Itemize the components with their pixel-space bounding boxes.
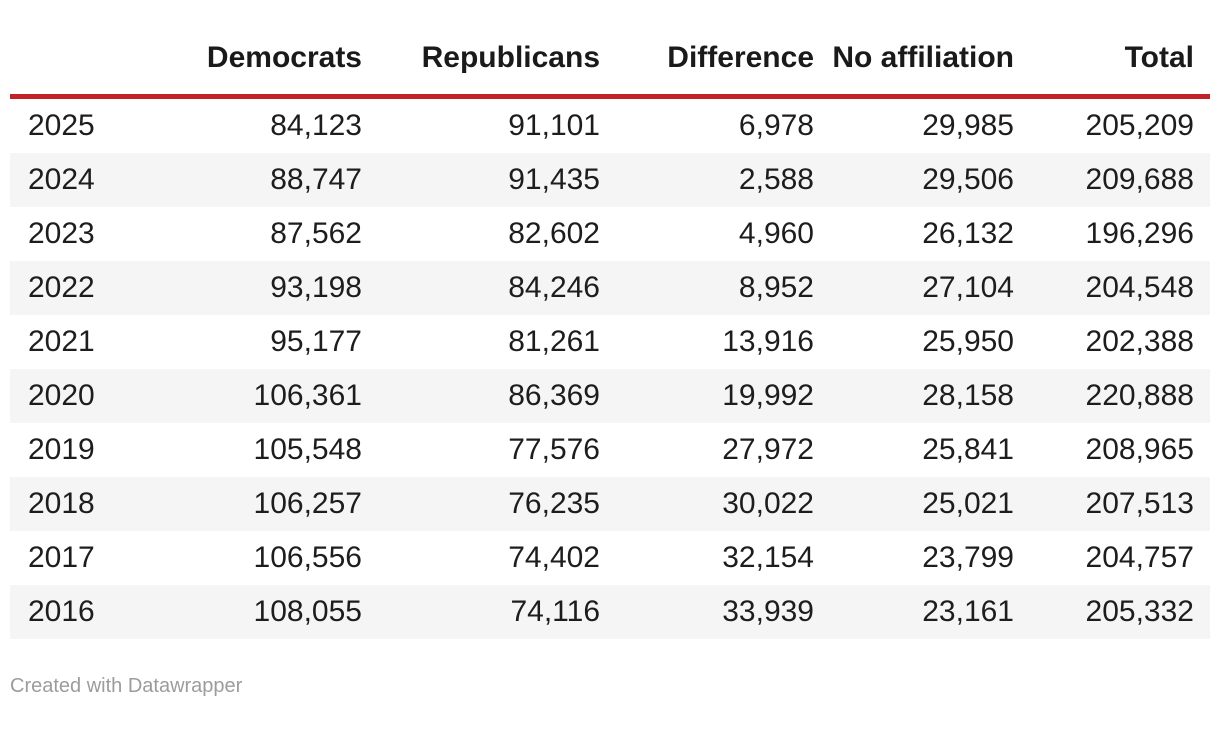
- value-cell: 208,965: [1085, 433, 1194, 466]
- year-cell: 2019: [28, 433, 95, 466]
- table-row: 2017 106,556 74,402 32,154 23,799 204,757: [10, 531, 1210, 585]
- value-cell: 13,916: [722, 325, 814, 358]
- value-cell: 106,556: [253, 541, 362, 574]
- value-cell: 106,257: [253, 487, 362, 520]
- value-cell: 2,588: [738, 163, 814, 196]
- value-cell: 220,888: [1085, 379, 1194, 412]
- column-header-republicans: Republicans: [378, 0, 616, 99]
- table-row: 2020 106,361 86,369 19,992 28,158 220,888: [10, 369, 1210, 423]
- value-cell: 106,361: [253, 379, 362, 412]
- datawrapper-table-chart: Democrats Republicans Difference No affi…: [10, 0, 1210, 697]
- table-row: 2021 95,177 81,261 13,916 25,950 202,388: [10, 315, 1210, 369]
- value-cell: 32,154: [722, 541, 814, 574]
- value-cell: 29,985: [922, 109, 1014, 142]
- year-cell: 2023: [28, 217, 95, 250]
- value-cell: 26,132: [922, 217, 1014, 250]
- value-cell: 19,992: [722, 379, 814, 412]
- year-cell: 2016: [28, 595, 95, 628]
- data-table: Democrats Republicans Difference No affi…: [10, 0, 1210, 639]
- value-cell: 25,950: [922, 325, 1014, 358]
- table-row: 2025 84,123 91,101 6,978 29,985 205,209: [10, 97, 1210, 154]
- column-header-difference: Difference: [616, 0, 830, 99]
- column-header-no-affiliation: No affiliation: [830, 0, 1030, 99]
- value-cell: 30,022: [722, 487, 814, 520]
- value-cell: 29,506: [922, 163, 1014, 196]
- column-header-year: [10, 0, 150, 99]
- value-cell: 25,841: [922, 433, 1014, 466]
- value-cell: 204,757: [1085, 541, 1194, 574]
- table-row: 2016 108,055 74,116 33,939 23,161 205,332: [10, 585, 1210, 639]
- attribution-link[interactable]: Created with Datawrapper: [10, 675, 243, 697]
- value-cell: 27,972: [722, 433, 814, 466]
- value-cell: 95,177: [270, 325, 362, 358]
- year-cell: 2022: [28, 271, 95, 304]
- value-cell: 74,116: [510, 595, 600, 628]
- value-cell: 91,435: [508, 163, 600, 196]
- value-cell: 207,513: [1085, 487, 1194, 520]
- value-cell: 196,296: [1085, 217, 1194, 250]
- year-cell: 2024: [28, 163, 95, 196]
- header-row: Democrats Republicans Difference No affi…: [10, 0, 1210, 99]
- value-cell: 105,548: [253, 433, 362, 466]
- value-cell: 204,548: [1085, 271, 1194, 304]
- value-cell: 91,101: [508, 109, 600, 142]
- value-cell: 23,799: [922, 541, 1014, 574]
- column-header-total: Total: [1030, 0, 1210, 99]
- value-cell: 76,235: [508, 487, 600, 520]
- value-cell: 93,198: [270, 271, 362, 304]
- value-cell: 209,688: [1085, 163, 1194, 196]
- table-row: 2018 106,257 76,235 30,022 25,021 207,513: [10, 477, 1210, 531]
- value-cell: 205,209: [1085, 109, 1194, 142]
- value-cell: 86,369: [508, 379, 600, 412]
- year-cell: 2025: [28, 109, 95, 142]
- value-cell: 108,055: [253, 595, 362, 628]
- year-cell: 2021: [28, 325, 95, 358]
- value-cell: 205,332: [1085, 595, 1194, 628]
- value-cell: 4,960: [738, 217, 814, 250]
- table-row: 2019 105,548 77,576 27,972 25,841 208,965: [10, 423, 1210, 477]
- value-cell: 25,021: [922, 487, 1014, 520]
- table-row: 2023 87,562 82,602 4,960 26,132 196,296: [10, 207, 1210, 261]
- year-cell: 2018: [28, 487, 95, 520]
- year-cell: 2020: [28, 379, 95, 412]
- value-cell: 6,978: [738, 109, 814, 142]
- value-cell: 27,104: [922, 271, 1014, 304]
- year-cell: 2017: [28, 541, 95, 574]
- value-cell: 202,388: [1085, 325, 1194, 358]
- table-row: 2024 88,747 91,435 2,588 29,506 209,688: [10, 153, 1210, 207]
- value-cell: 33,939: [722, 595, 814, 628]
- value-cell: 28,158: [922, 379, 1014, 412]
- value-cell: 77,576: [508, 433, 600, 466]
- value-cell: 8,952: [738, 271, 814, 304]
- table-row: 2022 93,198 84,246 8,952 27,104 204,548: [10, 261, 1210, 315]
- column-header-democrats: Democrats: [150, 0, 378, 99]
- value-cell: 23,161: [922, 595, 1014, 628]
- value-cell: 74,402: [508, 541, 600, 574]
- value-cell: 88,747: [270, 163, 362, 196]
- value-cell: 84,246: [508, 271, 600, 304]
- value-cell: 87,562: [270, 217, 362, 250]
- value-cell: 84,123: [270, 109, 362, 142]
- value-cell: 82,602: [508, 217, 600, 250]
- value-cell: 81,261: [508, 325, 600, 358]
